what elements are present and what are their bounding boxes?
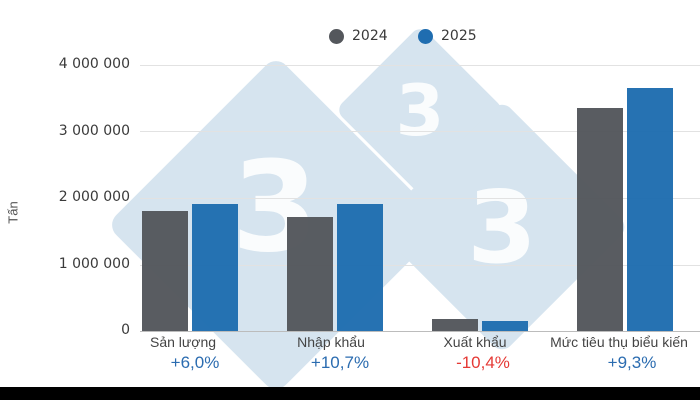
x-axis-line [140,331,700,332]
legend-label: 2024 [352,28,388,44]
y-axis-label: Tấn [5,201,21,224]
x-category-label: Xuất khẩu [443,334,507,350]
gridline [140,198,700,199]
bar-2025[interactable] [337,203,383,331]
bar-2024[interactable] [577,108,623,331]
bar-2025[interactable] [482,320,528,331]
legend-swatch-icon [418,28,433,44]
change-annotation: +6,0% [170,353,220,372]
y-tick-label: 3 000 000 [58,123,130,139]
watermark-glyph: 3 [467,169,537,286]
legend-item-2025[interactable]: 2025 [418,28,477,44]
change-annotation: -10,4% [456,353,510,372]
y-tick-label: 4 000 000 [58,56,130,72]
gridline [140,65,700,66]
x-category-label: Mức tiêu thụ biểu kiến [550,334,688,350]
bar-2024[interactable] [142,211,188,331]
x-category-label: Sản lượng [149,334,217,350]
legend-swatch-icon [329,28,344,44]
bar-2024[interactable] [287,216,333,331]
y-tick-label: 2 000 000 [58,189,130,205]
bottom-black-band [0,387,700,400]
bar-2025[interactable] [192,203,238,331]
change-annotation: +9,3% [607,353,657,372]
bar-2024[interactable] [432,319,478,331]
y-tick-label: 0 [121,322,130,338]
change-annotation: +10,7% [310,353,370,372]
chart-legend: 2024 2025 [0,28,700,48]
gridline [140,265,700,266]
legend-item-2024[interactable]: 2024 [329,28,388,44]
legend-label: 2025 [441,28,477,44]
gridline [140,131,700,132]
y-tick-label: 1 000 000 [58,256,130,272]
watermark-glyph: 3 [396,70,445,152]
bar-2025[interactable] [627,87,673,331]
x-category-label: Nhập khẩu [297,334,365,350]
